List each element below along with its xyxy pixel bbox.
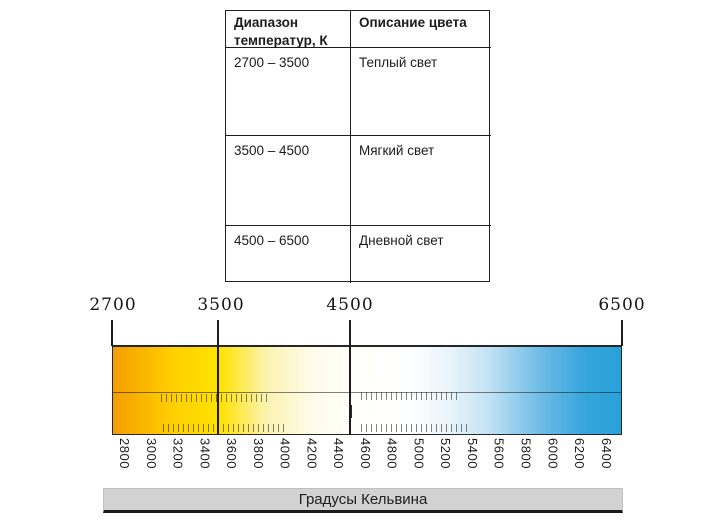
table-header-description: Описание цвета — [351, 11, 491, 48]
scale-label-6500: 6500 — [598, 295, 646, 315]
table-row-range: 4500 – 6500 — [226, 226, 351, 283]
scale-label-4500: 4500 — [326, 295, 374, 315]
tick-label: 3800 — [250, 438, 266, 469]
axis-title-bar: Градусы Кельвина — [103, 488, 623, 513]
tick-line-4500 — [349, 320, 351, 435]
scale-label-2700: 2700 — [89, 295, 137, 315]
ruler-marks — [161, 394, 271, 402]
tick-label: 3600 — [224, 438, 240, 469]
kelvin-tick-labels: 2800 3000 3200 3400 3600 3800 4000 4200 4400 4600… — [117, 438, 614, 484]
ruler-marks — [163, 424, 285, 432]
table-row-description: Дневной свет — [359, 233, 444, 248]
tick-label: 2800 — [117, 438, 132, 469]
ruler-marks — [361, 392, 461, 400]
scale-mark — [349, 405, 352, 418]
table-row-range: 2700 – 3500 — [226, 48, 351, 136]
ruler-marks — [361, 424, 469, 432]
tick-label: 5600 — [491, 438, 507, 469]
tick-label: 3200 — [170, 438, 186, 469]
table-row-description: Мягкий свет — [351, 136, 491, 226]
axis-title: Градусы Кельвина — [298, 491, 428, 508]
tick-label: 4400 — [331, 438, 347, 469]
tick-label: 6200 — [572, 438, 588, 469]
table-header-range: Диапазон температур, К — [226, 11, 351, 48]
tick-label: 3400 — [197, 438, 213, 469]
tick-label: 4000 — [277, 438, 293, 469]
tick-label: 5400 — [464, 438, 480, 469]
tick-label: 5800 — [518, 438, 534, 469]
tick-label: 6000 — [545, 438, 561, 469]
table-row-description: Теплый свет — [351, 48, 491, 136]
tick-label: 4600 — [357, 438, 373, 469]
table-row-range: 3500 – 4500 — [226, 136, 351, 226]
tick-line-2700 — [111, 320, 113, 346]
tick-label: 5200 — [438, 438, 454, 469]
color-temperature-table: Диапазон температур, К Описание цвета 27… — [225, 10, 491, 283]
tick-label: 3000 — [143, 438, 159, 469]
tick-label: 4200 — [304, 438, 320, 469]
tick-line-3500 — [217, 320, 219, 435]
temperature-gradient-bar — [112, 345, 622, 435]
tick-label: 5000 — [411, 438, 427, 469]
scale-label-3500: 3500 — [197, 295, 245, 315]
tick-label: 6400 — [598, 438, 614, 469]
tick-line-6500 — [621, 320, 623, 346]
tick-label: 4800 — [384, 438, 400, 469]
